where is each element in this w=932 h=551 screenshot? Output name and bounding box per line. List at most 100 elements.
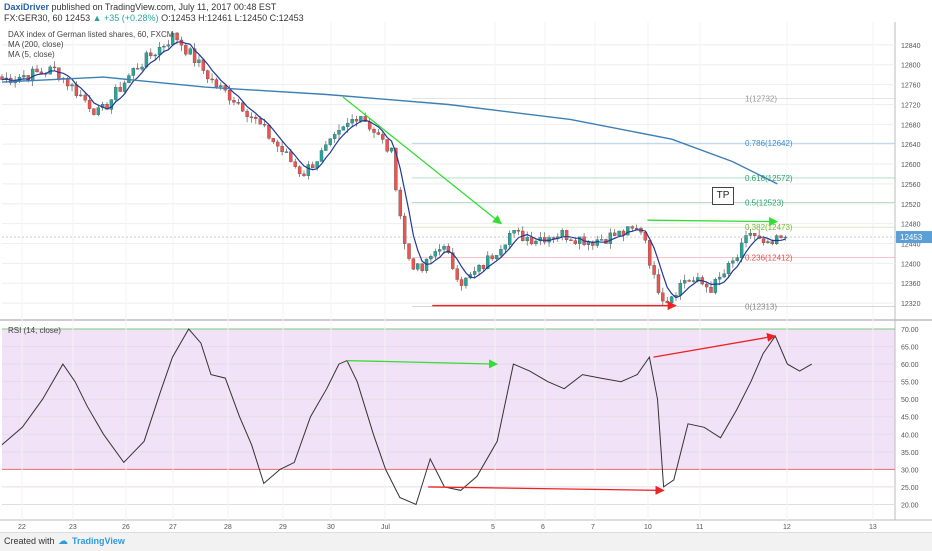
candle-body: [79, 94, 83, 97]
price-tick-label: 12600: [901, 162, 921, 169]
candle-body: [564, 230, 569, 240]
candle-body: [39, 71, 44, 74]
candle-body: [516, 230, 521, 232]
fib-level-label: 1(12732): [745, 94, 777, 103]
candle-body: [381, 134, 385, 140]
time-tick-label: 11: [696, 524, 703, 531]
candle-body: [35, 68, 39, 73]
candle-body: [114, 87, 118, 100]
fib-level-label: 0(12313): [745, 303, 777, 312]
price-divergence-arrow: [342, 96, 502, 225]
rsi-tick-label: 20.00: [901, 502, 919, 509]
candle-body: [293, 161, 297, 167]
candle-body: [131, 68, 135, 76]
candle-body: [337, 130, 341, 135]
candle-body: [464, 277, 468, 286]
time-tick-label: 27: [169, 524, 177, 531]
candle-body: [241, 102, 245, 112]
candle-body: [267, 125, 271, 139]
publish-line: DaxiDriver published on TradingView.com,…: [4, 2, 276, 12]
candle-body: [341, 126, 346, 131]
candle-body: [254, 116, 258, 119]
candle-body: [774, 235, 779, 245]
price-tick-label: 12560: [901, 182, 921, 189]
candle-body: [214, 79, 219, 88]
candle-body: [731, 260, 735, 264]
candle-body: [770, 241, 774, 245]
price-tick-label: 12360: [901, 281, 921, 288]
candle-body: [210, 78, 214, 81]
candle-body: [280, 146, 284, 153]
symbol-line: FX:GER30, 60 12453 ▲ +35 (+0.28%) O:1245…: [4, 13, 304, 23]
candle-body: [442, 246, 446, 250]
candle-body: [669, 296, 674, 304]
rsi-divergence-arrow: [347, 359, 499, 369]
rsi-tick-label: 65.00: [901, 345, 919, 352]
candle-body: [350, 119, 354, 124]
candle-body: [630, 226, 634, 229]
candle-body: [175, 32, 179, 41]
candle-body: [783, 236, 788, 239]
price-tick-label: 12800: [901, 63, 921, 70]
candle-body: [96, 107, 100, 115]
time-tick-label: 28: [224, 524, 232, 531]
ma5-line: [1, 41, 786, 299]
candle-body: [297, 166, 302, 175]
candle-body: [761, 238, 766, 243]
price-tick-label: 12640: [901, 142, 921, 149]
time-tick-label: 30: [327, 524, 335, 531]
chart-title: DAX index of German listed shares, 60, F…: [8, 30, 174, 39]
candle-body: [324, 144, 328, 151]
candle-body: [188, 48, 192, 55]
candle-body: [328, 138, 332, 145]
ma5-legend: MA (5, close): [8, 50, 55, 59]
fib-level-label: 0.786(12642): [745, 139, 793, 148]
author-name[interactable]: DaxiDriver: [4, 2, 50, 12]
candle-body: [122, 82, 127, 92]
time-tick-label: 29: [279, 524, 287, 531]
candle-body: [486, 255, 490, 269]
candle-body: [83, 94, 87, 101]
candle-body: [433, 251, 437, 257]
candle-body: [372, 128, 376, 133]
rsi-tick-label: 30.00: [901, 467, 919, 474]
ma200-line: [1, 76, 778, 185]
candle-body: [363, 116, 367, 122]
candle-body: [135, 68, 140, 70]
rsi-tick-label: 55.00: [901, 380, 919, 387]
candle-body: [22, 75, 26, 78]
candle-body: [346, 122, 350, 127]
candle-body: [494, 255, 499, 260]
candle-body: [455, 268, 459, 280]
candle-body: [648, 240, 652, 266]
candle-body: [284, 151, 289, 153]
candle-body: [613, 232, 617, 236]
candle-body: [258, 118, 262, 125]
price-tick-label: 12720: [901, 102, 921, 109]
candle-body: [429, 256, 433, 260]
candle-body: [687, 280, 691, 282]
candle-body: [197, 59, 201, 63]
candle-body: [398, 189, 402, 217]
price-tick-label: 12400: [901, 261, 921, 268]
candle-body: [490, 255, 494, 260]
candle-body: [709, 286, 713, 293]
candle-body: [748, 233, 753, 236]
candle-body: [30, 68, 35, 81]
candle-body: [735, 257, 739, 261]
last-price: 12453: [65, 13, 91, 23]
candle-body: [87, 100, 92, 109]
tradingview-brand[interactable]: TradingView: [72, 536, 125, 546]
publish-info: published on TradingView.com, July 11, 2…: [51, 2, 277, 12]
candle-body: [271, 138, 276, 143]
candle-body: [359, 116, 363, 122]
candle-body: [451, 252, 455, 269]
rsi-tick-label: 40.00: [901, 432, 919, 439]
candle-body: [302, 173, 306, 176]
candle-body: [249, 116, 254, 118]
candle-body: [652, 265, 656, 275]
time-tick-label: 6: [541, 524, 545, 531]
candle-body: [236, 102, 241, 104]
rsi-divergence-arrow: [653, 332, 777, 358]
